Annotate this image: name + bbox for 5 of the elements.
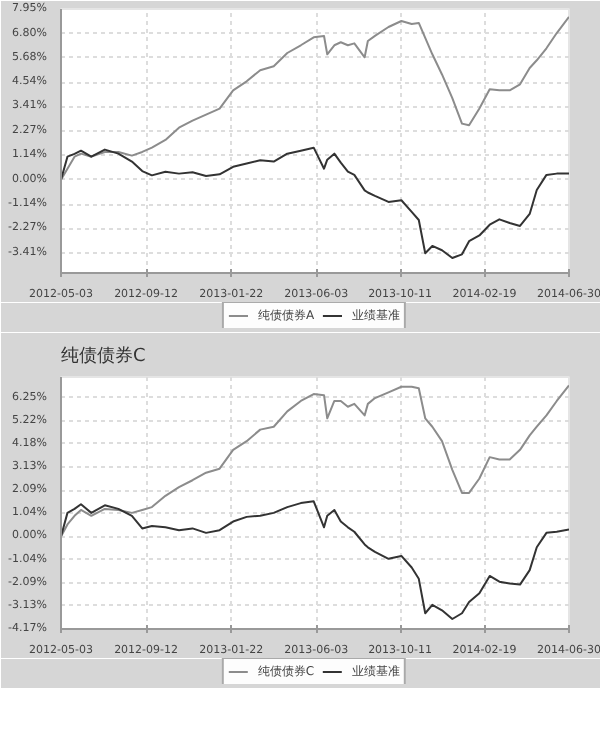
chart-title: 纯债债券C <box>61 345 146 367</box>
line-series <box>61 384 569 538</box>
line-series <box>61 500 569 621</box>
line-series <box>61 15 569 181</box>
line-series <box>61 146 569 259</box>
